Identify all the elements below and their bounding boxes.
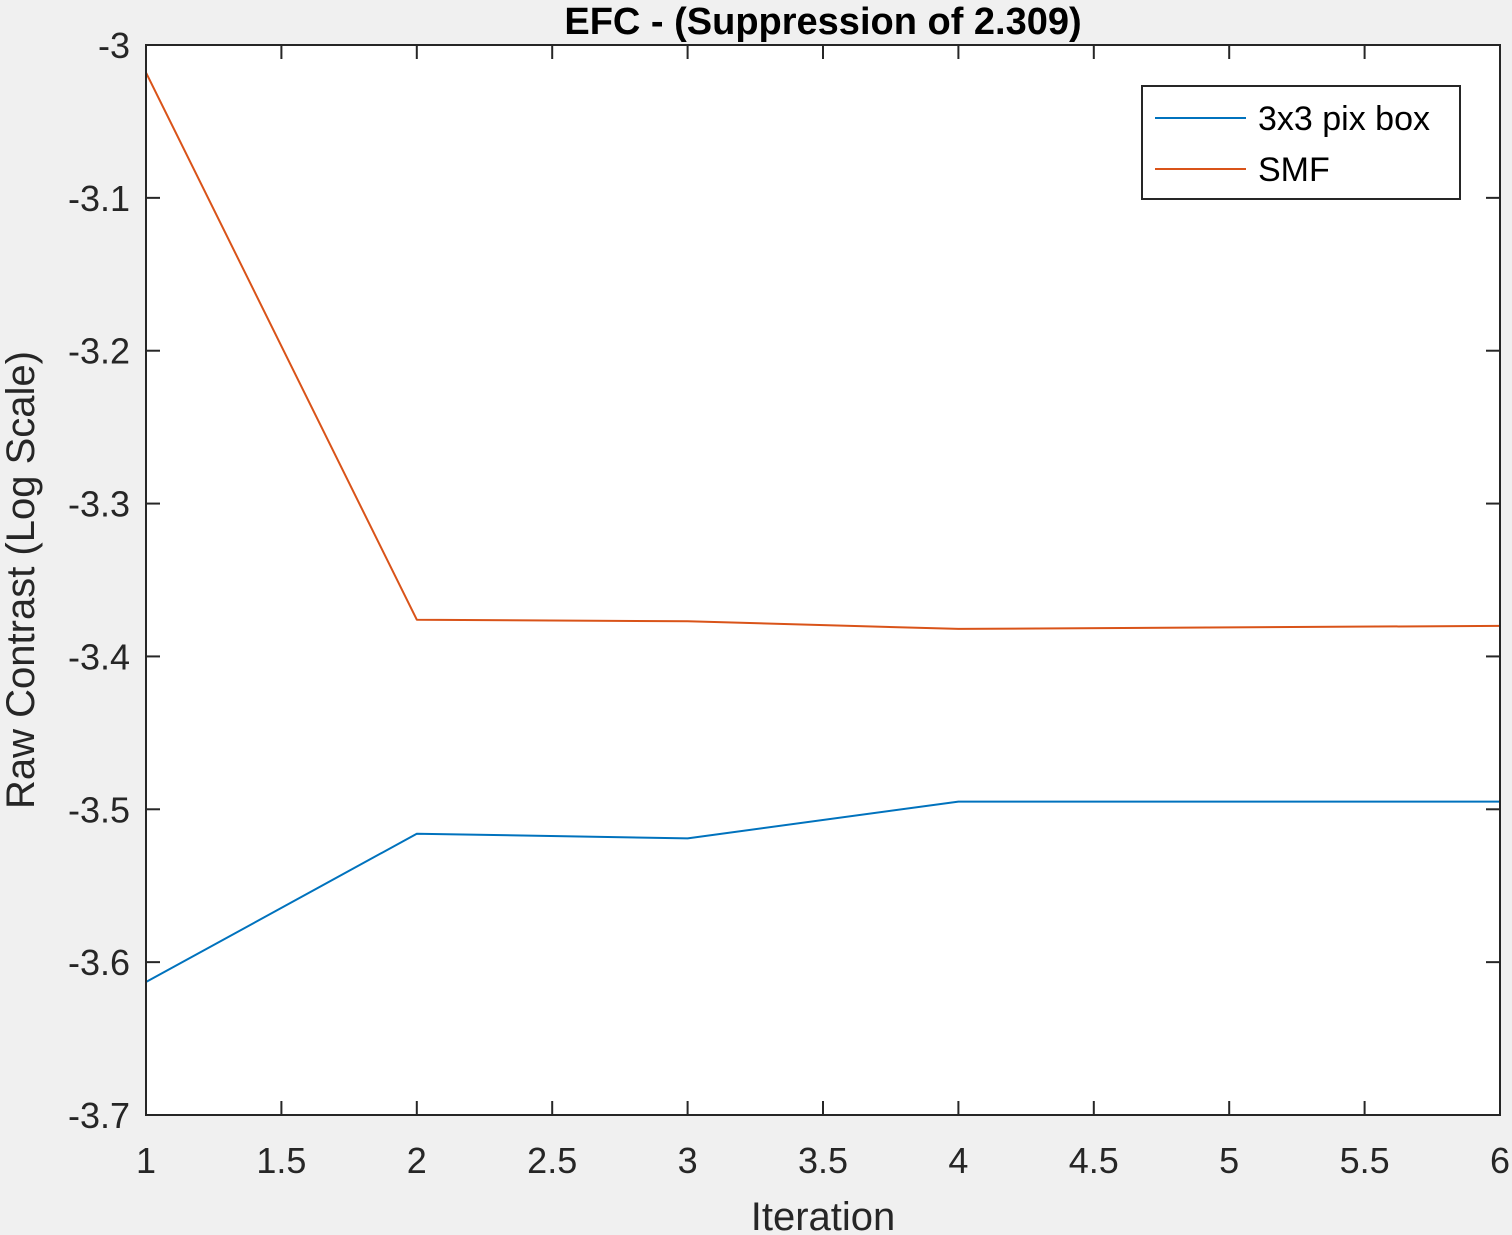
legend-box (1141, 85, 1461, 200)
y-tick-label: -3.4 (68, 636, 130, 677)
y-tick-label: -3.5 (68, 789, 130, 830)
x-tick-label: 3.5 (798, 1140, 848, 1181)
plot-area (146, 45, 1500, 1115)
series-layer (145, 72, 1501, 983)
x-tick-label: 4.5 (1069, 1140, 1119, 1181)
x-tick-label: 3 (678, 1140, 698, 1181)
x-tick-label: 1.5 (256, 1140, 306, 1181)
y-axis-label: Raw Contrast (Log Scale) (0, 351, 43, 809)
y-tick-label: -3.2 (68, 331, 130, 372)
legend: 3x3 pix box SMF (1141, 85, 1461, 200)
chart-title: EFC - (Suppression of 2.309) (564, 1, 1081, 43)
legend-label-2: SMF (1258, 151, 1330, 189)
x-tick-label: 2 (407, 1140, 427, 1181)
x-tick-label: 6 (1490, 1140, 1510, 1181)
x-tick-label: 2.5 (527, 1140, 577, 1181)
y-tick-label: -3.6 (68, 942, 130, 983)
y-tick-label: -3 (98, 25, 130, 66)
legend-label-1: 3x3 pix box (1258, 100, 1430, 138)
x-tick-label: 4 (948, 1140, 968, 1181)
x-tick-label: 5.5 (1340, 1140, 1390, 1181)
series-line-1 (145, 800, 1500, 983)
x-tick-label: 5 (1219, 1140, 1239, 1181)
y-tick-label: -3.1 (68, 178, 130, 219)
x-tick-label: 1 (136, 1140, 156, 1181)
y-tick-label: -3.3 (68, 484, 130, 525)
y-tick-label: -3.7 (68, 1095, 130, 1136)
x-axis-label: Iteration (751, 1195, 896, 1235)
axes-layer: 1 1.5 2 2.5 3 3.5 4 4.5 5 5.5 6 -3 -3.1 -3.2 -3.3 -3.4 -… (68, 25, 1510, 1181)
series-line-2 (145, 72, 1501, 630)
